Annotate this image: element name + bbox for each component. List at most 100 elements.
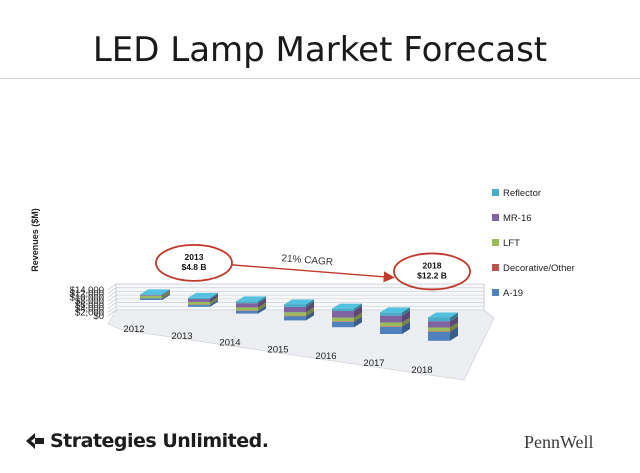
bar-segment-lft (140, 295, 162, 299)
gridline-side (107, 291, 117, 298)
bar-segment-side (306, 299, 314, 307)
annotations: 2013$4.8 B 2018$12.2 B 21% CAGR (155, 243, 471, 291)
legend-label: Decorative/Other (503, 263, 575, 274)
y-tick-label: $0 (93, 311, 104, 322)
pennwell-logo: PennWell (524, 432, 594, 452)
bar-segment-side (402, 307, 410, 316)
legend-swatch (492, 239, 499, 246)
bar-segment-side (162, 290, 170, 299)
cagr-label: 21% CAGR (281, 253, 333, 268)
bar-segment-reflector (428, 317, 450, 322)
annotation-label: 2013 (185, 252, 204, 262)
bar-segment-side (354, 306, 362, 318)
cagr-arrow (231, 264, 395, 283)
bar-segment-reflector (188, 297, 210, 299)
bar-segment-side (354, 303, 362, 312)
bar-segment-mr-16 (140, 295, 162, 296)
bar-segment-lft (236, 307, 258, 311)
bar-segment-side (402, 310, 410, 323)
annotation-ellipse (155, 243, 233, 282)
legend-label: LFT (503, 238, 520, 249)
x-axis: 2012 2013 2014 2015 2016 2017 2018 (123, 324, 432, 376)
bar-segment-side (210, 296, 218, 305)
annotation-label: 2018 (423, 260, 442, 270)
bar-segment-side (258, 298, 266, 308)
bar-segment-reflector (140, 294, 162, 296)
bar-segment-side (258, 305, 266, 311)
legend-label: MR-16 (503, 213, 532, 224)
bar-segment-reflector (236, 301, 258, 304)
bar-segment-side (450, 322, 458, 332)
bar-segment-mr-16 (284, 306, 306, 313)
legend-swatch (492, 189, 499, 196)
legend: Reflector MR-16 LFT Decorative/Other A-19 (492, 188, 575, 299)
bar-segment-a-19 (380, 326, 402, 334)
bar-segment-side (162, 293, 170, 299)
bar-segment-lft (380, 322, 402, 327)
gridline-side (107, 283, 117, 291)
y-tick-label: $12,000 (70, 289, 104, 300)
bar-segment-reflector (284, 304, 306, 307)
legend-label: A-19 (503, 288, 523, 299)
bar-segment-side (258, 302, 266, 311)
bar-segment-side (258, 296, 266, 304)
bar-segment-side (306, 310, 314, 317)
bar-segment-a-19 (332, 321, 354, 328)
bar-segment-mr-16 (332, 311, 354, 318)
bar-segment-decorative-other (428, 331, 450, 332)
bar-top (428, 312, 458, 318)
bar-segment-a-19 (140, 298, 162, 300)
gridline-side (107, 287, 117, 294)
bar-segment-a-19 (188, 304, 210, 307)
bar-segment-a-19 (428, 331, 450, 341)
gridline-side (107, 309, 117, 317)
strategies-unlimited-logo: Strategies Unlimited. (24, 430, 269, 452)
bar-top (236, 296, 266, 302)
legend-swatch (492, 289, 499, 296)
bar-segment-mr-16 (428, 321, 450, 328)
y-tick-label: $2,000 (75, 307, 104, 318)
bar-segment-reflector (332, 308, 354, 312)
y-tick-label: $4,000 (75, 304, 104, 315)
bar-segment-a-19 (236, 310, 258, 314)
legend-label: Reflector (503, 188, 541, 199)
bar-top (332, 303, 362, 309)
stacked-bar-chart: $0$2,000$4,000$6,000$8,000$10,000$12,000… (30, 188, 575, 381)
gridline-side (107, 302, 117, 309)
x-tick-label: 2016 (315, 351, 336, 362)
bar-top (284, 299, 314, 305)
bar-segment-decorative-other (380, 326, 402, 327)
legend-swatch (492, 264, 499, 271)
x-tick-label: 2015 (267, 344, 288, 355)
bar-segment-side (306, 301, 314, 313)
bar-top (188, 292, 218, 298)
bar-top (140, 289, 170, 295)
bar-segment-side (306, 311, 314, 321)
strategies-unlimited-text: Strategies Unlimited. (50, 430, 269, 452)
bar-segment-mr-16 (188, 298, 210, 302)
bar-segment-side (162, 290, 170, 296)
y-axis-label: Revenues ($M) (30, 208, 40, 272)
bar-segment-side (210, 293, 218, 302)
annotation-label: $12.2 B (417, 270, 447, 280)
gridline-side (107, 305, 117, 313)
bar-segment-side (450, 326, 458, 332)
y-tick-label: $8,000 (75, 296, 104, 307)
y-tick-label: $6,000 (75, 300, 104, 311)
bar-segment-side (354, 312, 362, 322)
bar-segment-side (258, 305, 266, 314)
bar-segment-side (402, 321, 410, 334)
bar-segment-side (210, 299, 218, 307)
bar-top (380, 307, 410, 313)
y-axis: $0$2,000$4,000$6,000$8,000$10,000$12,000… (70, 285, 104, 322)
bar-segment-reflector (380, 312, 402, 316)
bar-segment-lft (428, 327, 450, 332)
bar-segment-side (162, 293, 170, 300)
bar-segment-side (210, 299, 218, 305)
bar-stacks (140, 289, 458, 341)
gridline-side (107, 294, 117, 302)
x-tick-label: 2013 (171, 331, 192, 342)
annotation-label: $4.8 B (181, 262, 206, 272)
x-tick-label: 2012 (123, 324, 144, 335)
bar-segment-lft (284, 312, 306, 316)
